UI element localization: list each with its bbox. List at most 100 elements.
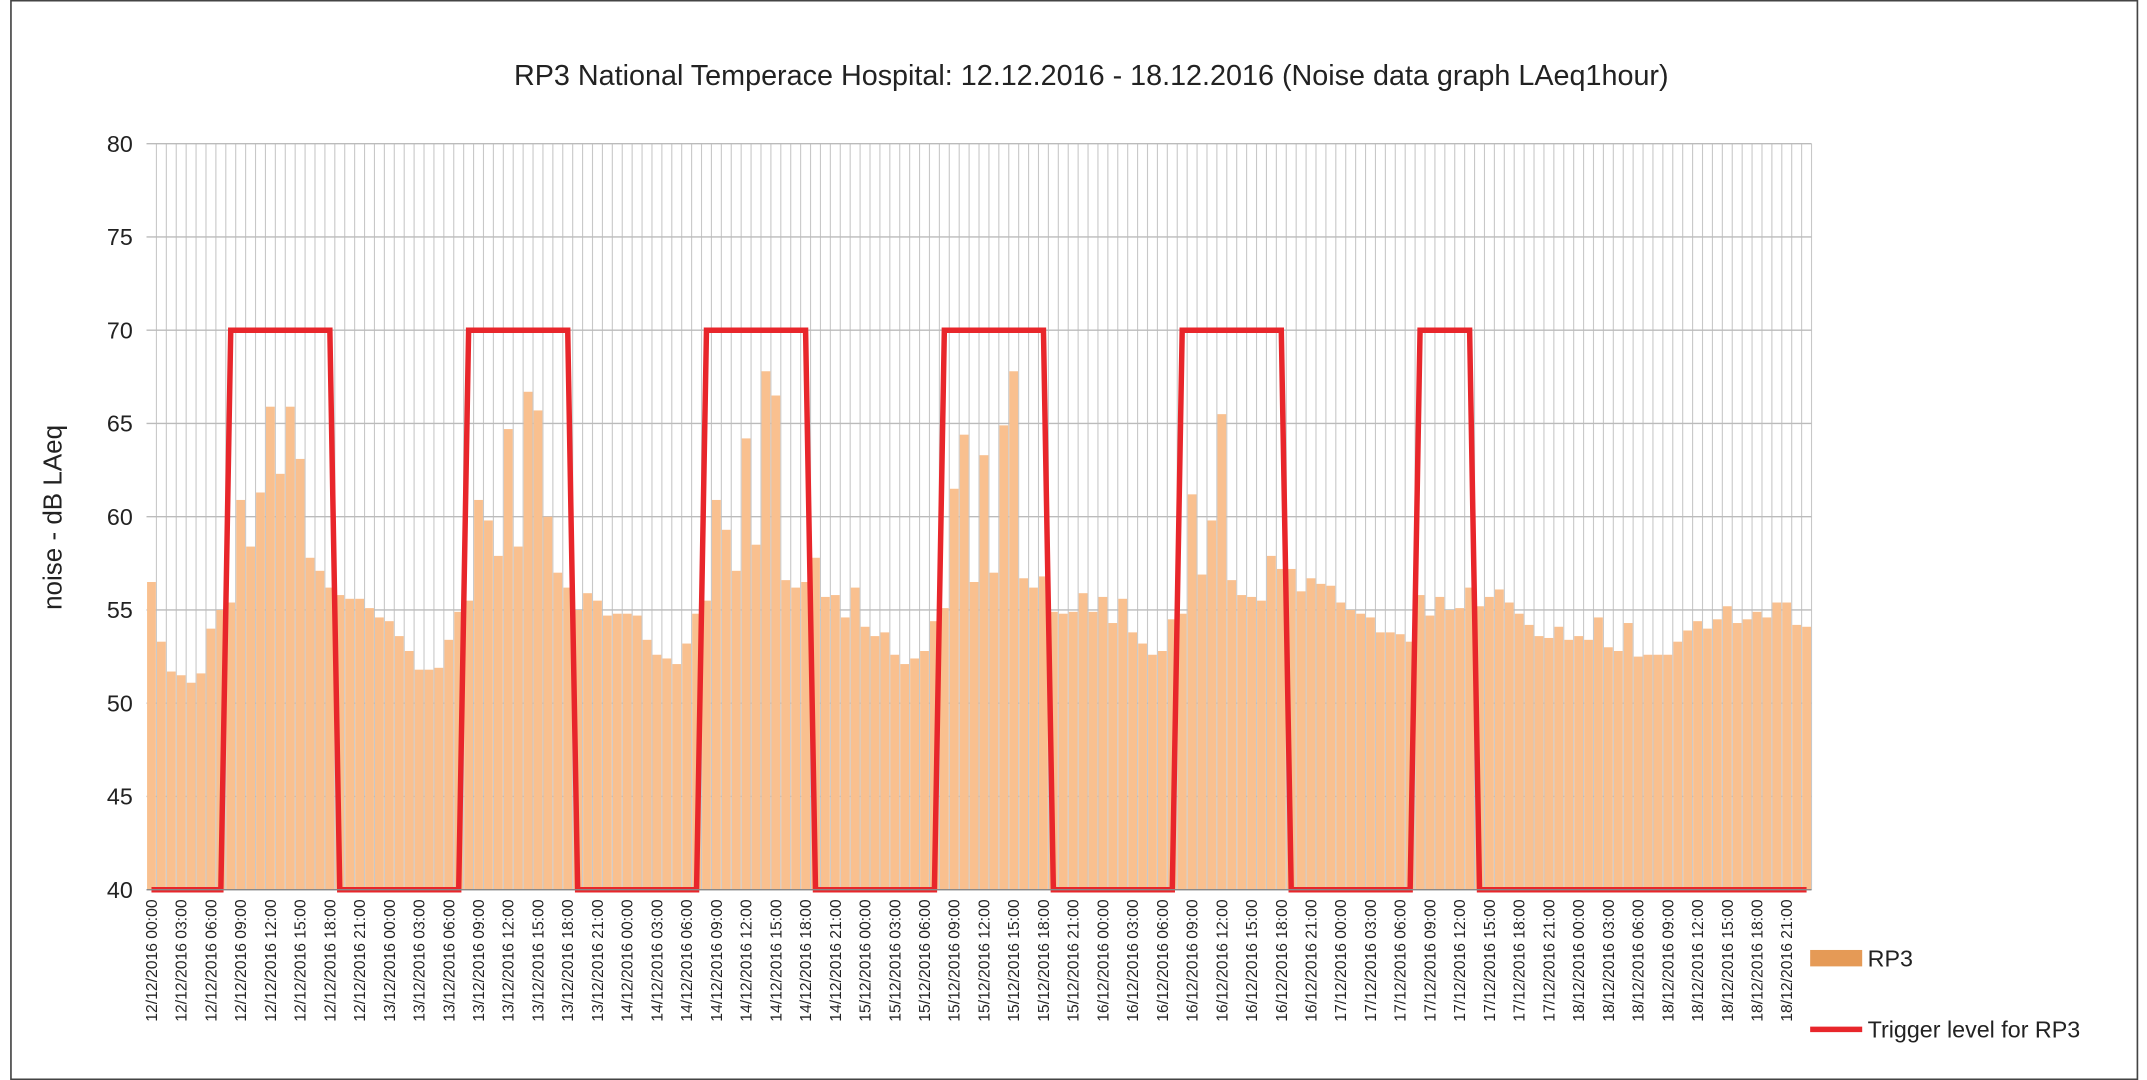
bar [1157,651,1167,890]
x-tick-label: 14/12/2016 15:00 [768,899,785,1022]
x-tick-label: 16/12/2016 21:00 [1304,899,1321,1022]
bar [424,669,434,890]
y-tick-label: 45 [107,784,133,810]
bar [1742,619,1752,890]
bar [1643,654,1653,890]
bar [1376,632,1385,890]
x-tick-label: 18/12/2016 15:00 [1720,899,1737,1022]
bar [444,639,454,890]
x-tick-label: 13/12/2016 06:00 [441,899,458,1022]
bar [1802,626,1811,890]
y-tick-label: 60 [107,504,133,530]
x-tick-label: 16/12/2016 03:00 [1125,899,1142,1022]
bar [1752,611,1762,890]
bar [612,613,622,890]
bar [1366,617,1375,890]
bar [523,391,533,890]
bar [186,682,196,890]
bar [1574,636,1584,890]
y-tick-label: 65 [107,411,133,437]
bar [1653,654,1663,890]
x-tick-label: 14/12/2016 09:00 [709,899,726,1022]
bar [1683,630,1693,890]
bar [860,626,870,890]
bar [652,654,662,890]
bar [721,529,731,890]
bar [910,658,920,890]
bar [1286,568,1296,890]
x-tick-label: 12/12/2016 21:00 [352,899,369,1022]
bar [1762,617,1772,890]
x-tick-label: 15/12/2016 12:00 [976,899,993,1022]
bar [672,664,682,890]
bar [1138,643,1147,890]
x-tick-label: 15/12/2016 00:00 [858,899,875,1022]
bar [1128,632,1138,890]
bar [741,438,751,890]
legend-swatch [1810,949,1863,967]
x-tick-label: 16/12/2016 09:00 [1185,899,1202,1022]
y-tick-label: 70 [107,317,133,343]
y-tick-label: 50 [107,690,133,716]
x-tick-label: 15/12/2016 03:00 [887,899,904,1022]
bar [702,600,711,890]
bar [166,671,176,890]
x-tick-label: 14/12/2016 03:00 [649,899,666,1022]
bar [563,587,573,890]
bar [1544,637,1554,890]
x-tick-label: 14/12/2016 06:00 [679,899,696,1022]
x-tick-label: 13/12/2016 15:00 [530,899,547,1022]
bar [1524,624,1534,890]
bar [1485,596,1494,890]
bar [711,499,721,890]
bar [1772,602,1782,890]
bar [1009,371,1019,890]
bar [880,632,890,890]
x-tick-label: 13/12/2016 00:00 [382,899,399,1022]
x-tick-label: 16/12/2016 00:00 [1095,899,1112,1022]
x-tick-label: 15/12/2016 06:00 [917,899,934,1022]
bar [206,628,216,890]
bar [1098,596,1108,890]
bar [791,587,801,890]
bar [1266,555,1276,890]
bar [295,458,305,890]
x-tick-label: 18/12/2016 06:00 [1631,899,1648,1022]
x-tick-label: 15/12/2016 15:00 [1006,899,1023,1022]
bar [265,406,275,890]
bar [1078,593,1088,890]
x-tick-label: 14/12/2016 18:00 [798,899,815,1022]
bar [226,602,236,890]
bar [493,555,503,890]
x-tick-label: 17/12/2016 06:00 [1393,899,1410,1022]
bar [920,651,929,890]
bar [1494,589,1504,890]
x-tick-label: 16/12/2016 06:00 [1155,899,1172,1022]
bar [771,395,781,890]
bar [375,617,384,890]
bar [1039,576,1048,890]
bar [900,664,910,890]
bar [820,596,830,890]
bar [890,654,900,890]
bar [1177,613,1187,890]
x-tick-label: 15/12/2016 09:00 [947,899,964,1022]
x-tick-label: 17/12/2016 15:00 [1482,899,1499,1022]
bar [811,557,820,890]
bar [939,608,949,890]
chart-title: RP3 National Temperace Hospital: 12.12.2… [514,60,1669,92]
bar [1356,613,1365,890]
bar [870,636,880,890]
bar [1425,615,1435,890]
bar [781,580,791,890]
y-axis-label: noise - dB LAeq [38,425,68,610]
bar [1207,520,1217,890]
bar [1663,654,1673,890]
x-tick-label: 13/12/2016 09:00 [471,899,488,1022]
bar [1415,595,1425,890]
x-tick-label: 18/12/2016 00:00 [1571,899,1588,1022]
bar [801,582,810,890]
bar [593,600,602,890]
bar [533,410,543,890]
bar [384,621,394,890]
